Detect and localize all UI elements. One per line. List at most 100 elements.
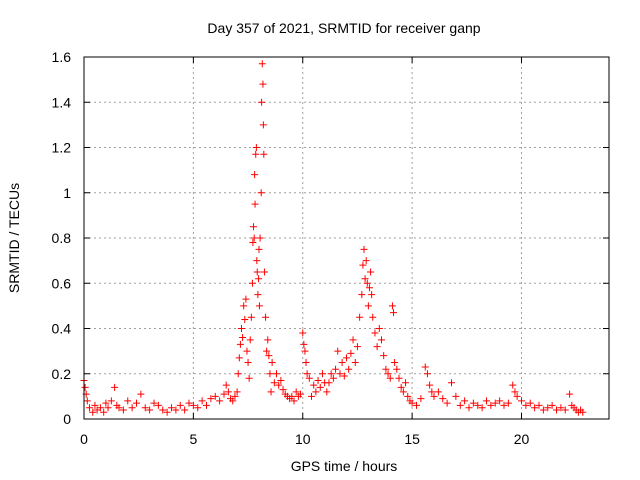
- data-point: [478, 404, 486, 412]
- data-point: [334, 347, 342, 355]
- data-point: [511, 388, 519, 396]
- data-point: [146, 406, 154, 414]
- data-point: [238, 325, 245, 332]
- data-point: [260, 150, 268, 158]
- axis-ticks: 0 0.2 0.4 0.6 0.8 1 1.2 1.4 1.6 0 5 10 15 20: [52, 49, 609, 447]
- data-point: [211, 392, 219, 400]
- data-point: [428, 388, 436, 396]
- data-points: [80, 60, 587, 416]
- data-point: [368, 291, 376, 299]
- data-point: [365, 284, 373, 292]
- y-tick-label: 1: [63, 185, 71, 201]
- data-point: [102, 399, 110, 407]
- data-point: [198, 397, 206, 405]
- data-point: [303, 370, 311, 378]
- data-point: [243, 347, 251, 355]
- data-point: [104, 404, 112, 412]
- data-point: [434, 388, 442, 396]
- data-point: [395, 374, 403, 382]
- data-point: [262, 313, 270, 321]
- data-point: [461, 397, 469, 405]
- data-point: [252, 144, 260, 151]
- data-point: [111, 383, 119, 391]
- data-point: [426, 381, 434, 389]
- data-point: [553, 406, 560, 414]
- data-point: [531, 404, 539, 412]
- data-point: [360, 245, 368, 253]
- data-point: [548, 401, 556, 409]
- x-tick-label: 15: [404, 431, 420, 447]
- data-point: [316, 383, 324, 391]
- data-point: [231, 392, 239, 400]
- data-point: [566, 390, 574, 398]
- data-point: [242, 295, 250, 303]
- data-point: [253, 268, 261, 276]
- data-point: [194, 404, 202, 412]
- data-point: [358, 291, 366, 299]
- data-point: [500, 401, 508, 409]
- data-point: [430, 392, 438, 400]
- data-point: [266, 370, 274, 378]
- data-point: [100, 408, 108, 416]
- data-point: [371, 329, 379, 337]
- data-point: [292, 388, 300, 396]
- y-tick-label: 1.4: [52, 94, 72, 110]
- data-point: [249, 239, 257, 247]
- data-point: [250, 234, 258, 242]
- data-point: [159, 406, 167, 414]
- data-point: [384, 370, 392, 378]
- data-point: [375, 325, 383, 332]
- data-point: [393, 365, 401, 373]
- data-point: [356, 313, 364, 321]
- data-point: [255, 275, 263, 283]
- chart-title: Day 357 of 2021, SRMTID for receiver gan…: [207, 20, 480, 36]
- data-point: [268, 358, 276, 366]
- data-point: [351, 358, 359, 366]
- data-point: [404, 392, 412, 400]
- data-point: [115, 404, 123, 412]
- y-tick-label: 0.4: [52, 321, 72, 337]
- data-point: [251, 200, 259, 208]
- data-point: [181, 406, 189, 414]
- data-point: [251, 171, 259, 179]
- data-point: [150, 399, 158, 407]
- data-point: [452, 392, 460, 400]
- data-point: [456, 401, 464, 409]
- y-tick-label: 0.2: [52, 366, 72, 382]
- data-point: [288, 392, 296, 400]
- data-point: [124, 397, 132, 405]
- data-point: [246, 336, 254, 344]
- data-point: [253, 257, 261, 265]
- data-point: [222, 381, 230, 389]
- data-point: [361, 275, 369, 283]
- data-point: [119, 406, 127, 414]
- data-point: [277, 377, 285, 385]
- data-point: [518, 397, 525, 405]
- data-point: [390, 309, 398, 317]
- data-point: [273, 370, 280, 378]
- data-point: [224, 388, 232, 396]
- data-point: [329, 374, 337, 382]
- data-point: [270, 379, 278, 387]
- data-point: [423, 370, 431, 378]
- data-point: [386, 374, 394, 382]
- data-point: [417, 395, 425, 403]
- data-point: [369, 313, 377, 321]
- y-tick-label: 0.8: [52, 230, 72, 246]
- x-tick-label: 20: [514, 431, 530, 447]
- data-point: [483, 397, 490, 405]
- data-point: [248, 279, 256, 287]
- x-tick-label: 5: [189, 431, 197, 447]
- data-point: [579, 408, 587, 416]
- data-point: [176, 401, 184, 409]
- data-point: [363, 279, 371, 287]
- x-tick-label: 10: [295, 431, 311, 447]
- data-point: [255, 245, 263, 253]
- data-point: [439, 395, 447, 403]
- data-point: [325, 379, 333, 387]
- y-tick-label: 0.6: [52, 275, 72, 291]
- data-point: [185, 399, 193, 407]
- data-point: [203, 401, 210, 409]
- data-point: [133, 399, 140, 407]
